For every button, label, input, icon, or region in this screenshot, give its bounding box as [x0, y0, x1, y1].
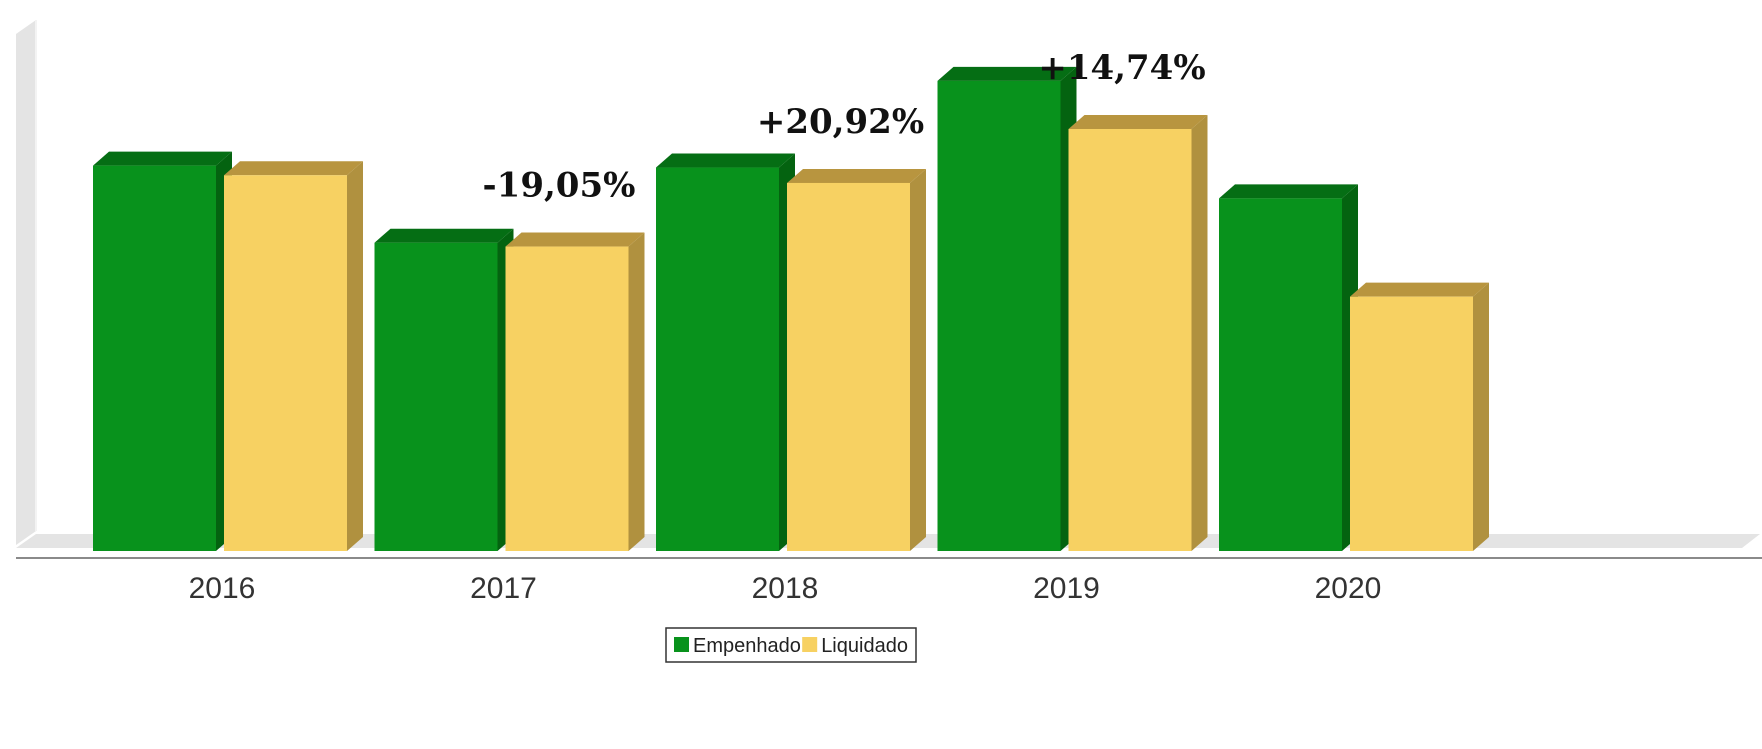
- legend: Empenhado Liquidado: [665, 627, 917, 663]
- bar-side: [628, 232, 645, 552]
- bar-empenhado-2020: [1219, 184, 1358, 551]
- legend-label-empenhado: Empenhado: [693, 635, 801, 657]
- bar-top: [1350, 282, 1489, 297]
- bar-liquidado-2016: [224, 161, 363, 551]
- bar-front: [374, 242, 498, 551]
- bar-top: [1219, 184, 1358, 199]
- annotation-label: +14,74%: [1038, 48, 1205, 88]
- annotation-label: -19,05%: [483, 166, 636, 206]
- x-tick-label: 2016: [189, 572, 256, 605]
- bar-front: [787, 182, 910, 551]
- x-axis: 2016 2017 2018 2019 2020: [16, 557, 1762, 605]
- bar-liquidado-2019: [1068, 115, 1208, 551]
- bar-liquidado-2018: [787, 168, 926, 551]
- bar-top: [1068, 115, 1208, 130]
- legend-box: [665, 627, 917, 663]
- bar-side: [910, 168, 926, 551]
- bar-empenhado-2019: [937, 66, 1077, 551]
- bar-front: [1068, 129, 1192, 551]
- left-wall: [16, 20, 36, 545]
- chart-bars: [93, 66, 1489, 552]
- chart-annotations: -19,05% +20,92% +14,74%: [483, 48, 1206, 206]
- bar-front: [505, 246, 629, 552]
- bar-top: [93, 151, 232, 166]
- bar-front: [224, 175, 347, 551]
- x-tick-label: 2017: [470, 572, 537, 605]
- legend-swatch-empenhado: [674, 637, 689, 652]
- bar-front: [93, 165, 216, 551]
- bar-top: [374, 228, 514, 243]
- bar-empenhado-2018: [656, 153, 795, 552]
- bar-front: [1219, 198, 1342, 551]
- x-tick-label: 2019: [1033, 572, 1100, 605]
- bar-liquidado-2017: [505, 232, 645, 552]
- annotation-label: +20,92%: [757, 102, 924, 142]
- bar-top: [656, 153, 795, 168]
- x-tick-label: 2020: [1315, 572, 1382, 605]
- bar-side: [1191, 115, 1208, 551]
- bar-front: [937, 80, 1061, 551]
- bar-top: [505, 232, 645, 247]
- bar-front: [656, 167, 779, 552]
- bar-front: [1350, 296, 1473, 551]
- bar-top: [787, 168, 926, 183]
- bar-empenhado-2016: [93, 151, 232, 551]
- x-tick-label: 2018: [752, 572, 819, 605]
- bar-liquidado-2020: [1350, 282, 1489, 551]
- legend-swatch-liquidado: [802, 637, 818, 652]
- bar-side: [347, 161, 363, 551]
- bar-top: [937, 66, 1077, 81]
- legend-label-liquidado: Liquidado: [821, 635, 908, 657]
- bar-empenhado-2017: [374, 228, 514, 551]
- bar-side: [1473, 282, 1489, 551]
- bar-top: [224, 161, 363, 176]
